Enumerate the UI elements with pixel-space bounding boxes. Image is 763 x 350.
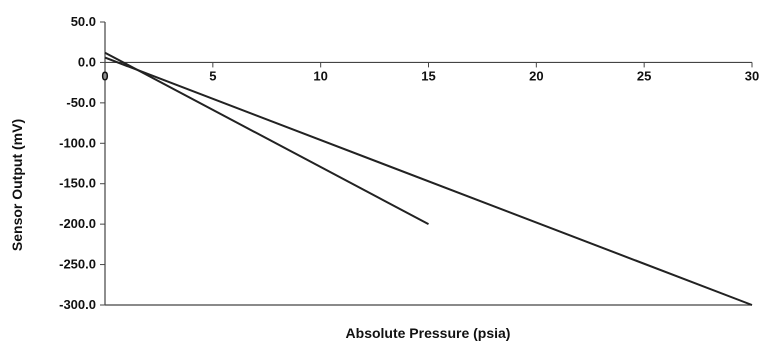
x-tick-label: 20 [529,68,543,83]
y-tick-label: -250.0 [59,257,96,272]
y-axis-title: Sensor Output (mV) [9,119,25,251]
x-tick-label: 15 [421,68,435,83]
y-tick-label: 50.0 [71,14,96,29]
y-tick-label: 0.0 [78,54,96,69]
x-axis-title: Absolute Pressure (psia) [346,325,511,341]
y-tick-label: -200.0 [59,216,96,231]
y-tick-label: -150.0 [59,176,96,191]
series-line-2 [104,56,753,306]
x-tick-label: 10 [313,68,327,83]
x-tick-label: 5 [209,68,216,83]
x-tick-label: 25 [637,68,651,83]
y-tick-label: -100.0 [59,135,96,150]
y-tick-label: -50.0 [66,95,96,110]
x-tick-label: 30 [745,68,759,83]
x-tick-label: 0 [101,68,108,83]
y-tick-label: -300.0 [59,297,96,312]
series-line-1 [104,51,429,226]
